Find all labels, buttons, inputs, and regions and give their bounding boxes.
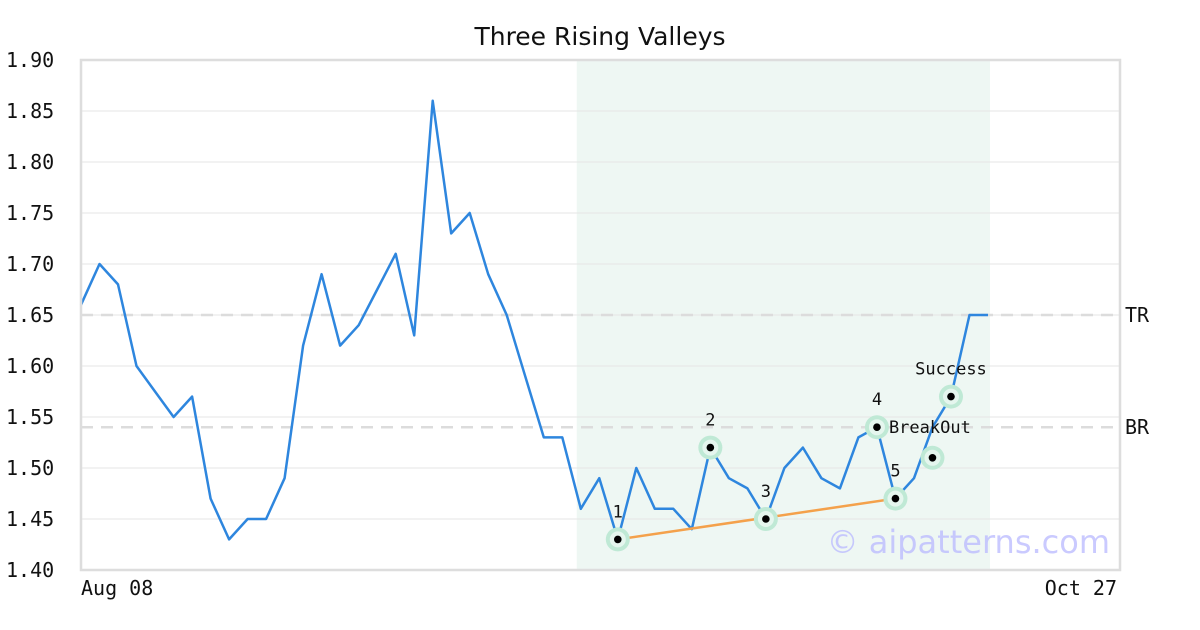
markers: 1 2 3 4 5 Success BreakOut: [605, 360, 987, 552]
marker-dot: [873, 423, 881, 432]
y-tick-label: 1.55: [6, 405, 54, 429]
marker-label: Success: [915, 360, 987, 380]
x-tick-label: Aug 08: [81, 576, 153, 600]
marker-label: 1: [613, 502, 623, 522]
y-tick-label: 1.65: [6, 303, 54, 327]
y-tick-label: 1.90: [6, 48, 54, 72]
marker-dot: [947, 392, 955, 401]
marker-dot: [762, 515, 770, 523]
y-tick-label: 1.70: [6, 252, 54, 276]
marker-dot: [928, 454, 937, 462]
level-label: BR: [1125, 415, 1150, 439]
marker-label: 3: [761, 482, 771, 502]
y-axis: 1.40 1.45 1.50 1.55 1.60 1.65 1.70 1.75 1.80 1.85…: [6, 48, 54, 582]
x-axis: Aug 08 Oct 27: [81, 576, 1117, 600]
chart-title: Three Rising Valleys: [474, 22, 726, 51]
marker-dot: [706, 443, 715, 452]
marker-dot: [891, 494, 900, 503]
marker-label: 5: [890, 462, 900, 482]
level-label: TR: [1125, 303, 1150, 327]
breakout-label: BreakOut: [889, 418, 971, 438]
y-tick-label: 1.60: [6, 354, 54, 378]
y-tick-label: 1.75: [6, 201, 54, 225]
marker-dot: [613, 535, 622, 544]
marker-label: 4: [872, 390, 882, 410]
marker-label: 2: [705, 411, 715, 431]
levels: TR BR: [81, 303, 1150, 439]
y-tick-label: 1.50: [6, 456, 54, 480]
price-line: [79, 99, 988, 541]
watermark: © aipatterns.com: [827, 523, 1110, 561]
y-tick-label: 1.80: [6, 150, 54, 174]
plot-frame: [79, 58, 1122, 572]
y-tick-label: 1.45: [6, 507, 54, 531]
x-tick-label: Oct 27: [1045, 576, 1117, 600]
y-tick-label: 1.40: [6, 558, 54, 582]
y-tick-label: 1.85: [6, 99, 54, 123]
